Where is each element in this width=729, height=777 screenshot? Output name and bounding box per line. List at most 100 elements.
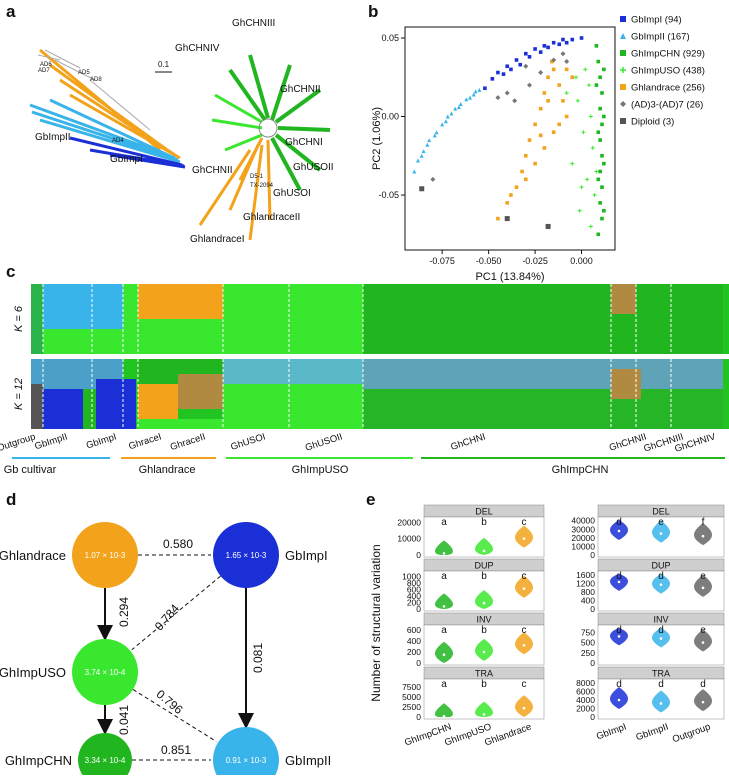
pca-point-GbImpII bbox=[468, 95, 473, 100]
violin-shape bbox=[515, 525, 533, 548]
violin-shape bbox=[475, 537, 493, 555]
pca-point-GbImpI bbox=[518, 62, 523, 67]
violin-panel-title: DEL bbox=[475, 507, 493, 517]
violin-median bbox=[659, 532, 663, 535]
pca-y-axis-label: PC2 (1.06%) bbox=[371, 107, 383, 170]
violin-x-category: GbImpI bbox=[595, 721, 628, 742]
pca-point-GbImpI bbox=[501, 72, 506, 76]
pca-point-GbImpI bbox=[557, 42, 562, 47]
diagram-edge-dashed bbox=[132, 689, 217, 742]
structure-supergroup-label: Gb cultivar bbox=[4, 464, 57, 476]
violin-y-tick-label: 0 bbox=[416, 550, 421, 560]
violin-shape bbox=[435, 593, 453, 609]
diagram-edge-label: 0.041 bbox=[117, 705, 131, 735]
violin-sig-letter: c bbox=[522, 571, 527, 582]
structure-row-label: K = 12 bbox=[13, 378, 25, 410]
violin-median bbox=[442, 552, 446, 555]
pca-point-GbImpII bbox=[477, 87, 482, 92]
violin-median bbox=[617, 698, 621, 702]
diagram-edge-label: 0.580 bbox=[163, 537, 193, 551]
pca-point-Ghlandrace bbox=[542, 146, 547, 150]
violin-y-tick-label: 800 bbox=[581, 587, 595, 597]
pca-point-GhImpCHN bbox=[596, 177, 601, 182]
pca-point-GbImpII bbox=[416, 158, 421, 163]
pca-point-GhImpUSO bbox=[575, 98, 580, 103]
violin-y-tick-label: 200 bbox=[407, 647, 421, 657]
pca-point-GhImpCHN bbox=[598, 106, 602, 111]
violin-sig-letter: c bbox=[522, 625, 527, 636]
violin-y-tick-label: 30000 bbox=[571, 524, 595, 534]
pca-x-axis-label: PC1 (13.84%) bbox=[475, 271, 544, 283]
pca-point-GbImpII bbox=[449, 111, 454, 116]
violin-y-axis-label: Number of structural variation bbox=[369, 544, 383, 701]
violin-y-tick-label: 600 bbox=[407, 584, 421, 594]
tree-branch-ghimpuso bbox=[211, 93, 263, 152]
violin-median bbox=[482, 650, 486, 654]
k6-landrace-mix bbox=[138, 319, 223, 354]
legend-label: (AD)3-(AD)7 (26) bbox=[631, 100, 703, 111]
tree-branch-ghimpchn bbox=[228, 54, 331, 191]
violin-shape bbox=[475, 638, 493, 661]
violin-median bbox=[617, 580, 621, 584]
diagram-node-label: GbImpI bbox=[285, 548, 328, 563]
pca-point-GbImpI bbox=[523, 51, 528, 56]
panel-letter-a: a bbox=[6, 2, 16, 21]
violin-median bbox=[522, 706, 526, 710]
pca-point-GhImpCHN bbox=[600, 122, 604, 127]
structure-supergroup-label: GhImpCHN bbox=[552, 464, 609, 476]
violin-y-tick-label: 0 bbox=[416, 604, 421, 614]
pca-point-Ghlandrace bbox=[551, 130, 556, 135]
diagram-nodes: 1.07 × 10-3 Ghlandrace 1.65 × 10-3 GbImpI 3.… bbox=[0, 522, 331, 775]
tree-scale-label: 0.1 bbox=[158, 60, 170, 69]
k12-gbimpi bbox=[96, 379, 136, 429]
tree-root-ring bbox=[258, 118, 278, 138]
violin-shape bbox=[610, 687, 628, 710]
pca-point-GhImpUSO bbox=[564, 90, 569, 95]
pca-point-GhImpUSO bbox=[573, 75, 578, 80]
violin-sig-letter: d bbox=[700, 679, 706, 690]
legend-label: GbImpII (167) bbox=[631, 32, 690, 43]
violin-median bbox=[522, 537, 526, 540]
violin-y-tick-label: 400 bbox=[407, 636, 421, 646]
violin-x-category: Outgroup bbox=[671, 721, 712, 745]
k6-chnii bbox=[611, 314, 636, 354]
violin-median bbox=[482, 549, 486, 553]
panel-letter-d: d bbox=[6, 490, 17, 509]
diagram-node-GhImpCHN bbox=[78, 733, 132, 775]
pca-point-GbImpI bbox=[551, 40, 556, 45]
pca-point-Ghlandrace bbox=[550, 59, 554, 64]
pca-points bbox=[412, 36, 606, 237]
violin-sig-letter: a bbox=[441, 571, 447, 582]
violin-sig-letter: d bbox=[658, 679, 664, 690]
k12-chn bbox=[363, 389, 723, 429]
pca-point-GbImpI bbox=[490, 77, 495, 81]
diagram-node-label: GbImpII bbox=[285, 753, 331, 768]
pca-point-Ghlandrace bbox=[523, 153, 528, 158]
pca-point-GbImpII bbox=[419, 153, 424, 158]
tree-clade-label: GhCHNIV bbox=[175, 43, 220, 54]
pca-point-GhImpCHN bbox=[596, 232, 601, 237]
pca-point-GbImpI bbox=[533, 47, 537, 51]
diagram-node-GbImpII bbox=[213, 727, 279, 775]
structure-row-label: K = 6 bbox=[13, 305, 25, 332]
phylogenetic-tree: 0.1 GhCHNIIIGhCHNIVGhCHNIIGbImpIIGbImpIG… bbox=[29, 18, 334, 245]
violin-shape bbox=[694, 629, 712, 652]
sv-violin-plots: Number of structural variationDEL2000010… bbox=[369, 504, 725, 749]
violin-shape bbox=[515, 632, 533, 655]
tree-clade-label: GbImpII bbox=[35, 132, 71, 143]
legend-label: GhImpCHN (929) bbox=[631, 49, 705, 60]
pca-axes: -0.075 -0.050 -0.025 0.000 0.05 0.00 -0.05 PC1 … bbox=[371, 26, 616, 283]
structure-group-label: GbImpII bbox=[33, 431, 69, 452]
pca-point-GbImpI bbox=[542, 44, 547, 48]
pca-point-GhImpCHN bbox=[602, 161, 606, 166]
pca-x-tick-label: -0.025 bbox=[522, 256, 548, 266]
violin-median bbox=[482, 713, 486, 716]
violin-sig-letter: f bbox=[702, 517, 705, 528]
pca-point-Ghlandrace bbox=[564, 67, 569, 72]
diagram-node-value: 3.34 × 10-4 bbox=[85, 756, 126, 765]
violin-panel-title: DEL bbox=[652, 507, 670, 517]
pca-point-GhImpUSO bbox=[581, 130, 586, 135]
violin-y-tick-label: 7500 bbox=[402, 682, 421, 692]
